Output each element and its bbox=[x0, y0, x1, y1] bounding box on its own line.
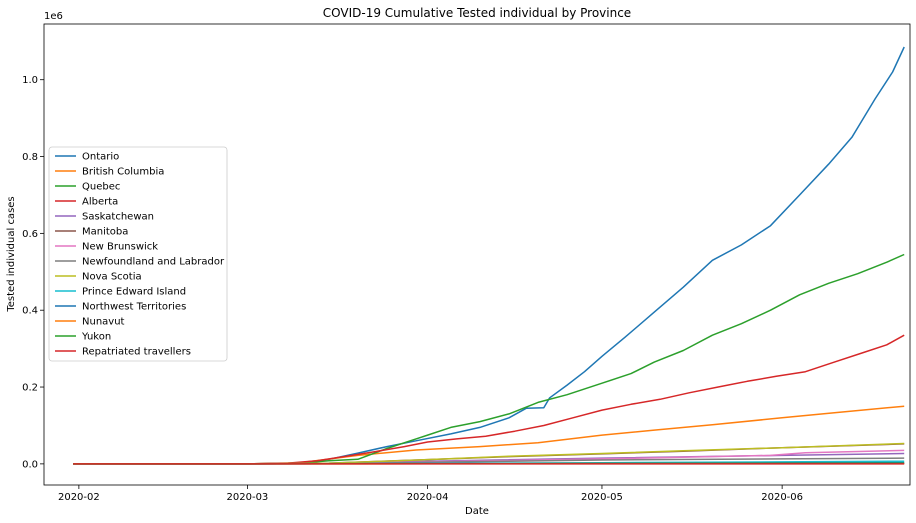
legend-label-ontario: Ontario bbox=[82, 152, 119, 163]
plot-area bbox=[43, 23, 911, 486]
legend-label-british-columbia: British Columbia bbox=[82, 167, 164, 178]
legend-label-nunavut: Nunavut bbox=[82, 317, 125, 328]
legend-label-nova-scotia: Nova Scotia bbox=[82, 272, 142, 283]
legend: Ontario British Columbia Quebec Alberta Sask… bbox=[48, 146, 228, 362]
legend-label-manitoba: Manitoba bbox=[82, 227, 128, 238]
legend-label-prince-edward-island: Prince Edward Island bbox=[82, 287, 186, 298]
x-tick-label: 2020-02 bbox=[58, 492, 100, 503]
y-tick-label: 0.6 bbox=[22, 229, 38, 240]
x-ticks: 2020-02 2020-03 2020-04 2020-05 2020-06 bbox=[58, 485, 803, 503]
legend-label-new-brunswick: New Brunswick bbox=[82, 242, 158, 253]
legend-label-saskatchewan: Saskatchewan bbox=[82, 212, 154, 223]
y-tick-label: 1.0 bbox=[22, 75, 38, 86]
series-lines bbox=[73, 46, 905, 465]
y-tick-label: 0.0 bbox=[22, 459, 38, 470]
legend-box bbox=[48, 146, 228, 362]
y-offset-label: 1e6 bbox=[44, 11, 63, 22]
series-line-quebec bbox=[73, 253, 905, 465]
y-tick-label: 0.4 bbox=[22, 306, 38, 317]
y-axis-label: Tested individual cases bbox=[6, 196, 17, 312]
legend-label-quebec: Quebec bbox=[82, 182, 120, 193]
series-line-alberta bbox=[73, 334, 905, 465]
x-tick-label: 2020-03 bbox=[227, 492, 269, 503]
legend-label-newfoundland-and-labrador: Newfoundland and Labrador bbox=[82, 257, 225, 268]
x-tick-label: 2020-05 bbox=[581, 492, 623, 503]
legend-label-yukon: Yukon bbox=[81, 332, 111, 343]
legend-label-northwest-territories: Northwest Territories bbox=[82, 302, 186, 313]
legend-label-repatriated-travellers: Repatriated travellers bbox=[82, 347, 191, 358]
y-tick-label: 0.8 bbox=[22, 152, 38, 163]
chart-title: COVID-19 Cumulative Tested individual by… bbox=[323, 6, 631, 20]
x-tick-label: 2020-04 bbox=[407, 492, 449, 503]
series-line-ontario bbox=[73, 46, 905, 465]
y-tick-label: 0.2 bbox=[22, 383, 38, 394]
x-tick-label: 2020-06 bbox=[761, 492, 803, 503]
x-axis-label: Date bbox=[465, 506, 489, 517]
y-ticks: 0.0 0.2 0.4 0.6 0.8 1.0 bbox=[22, 75, 44, 470]
legend-label-alberta: Alberta bbox=[82, 197, 118, 208]
